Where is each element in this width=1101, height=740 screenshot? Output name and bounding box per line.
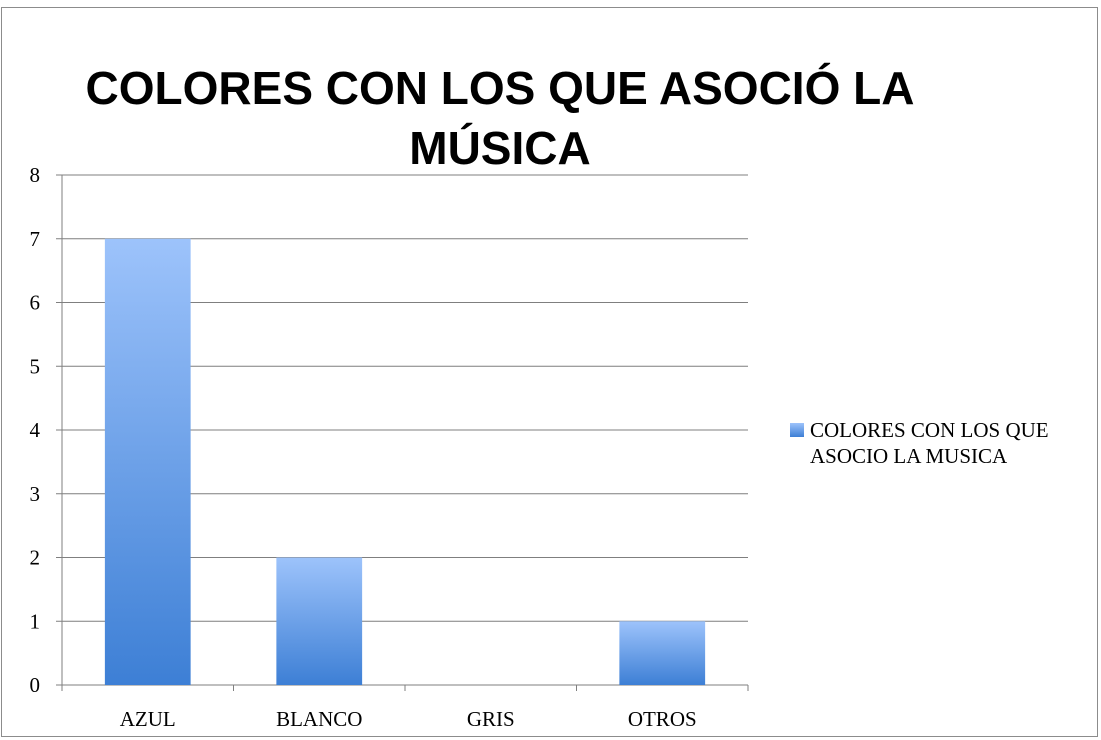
legend-swatch: [790, 423, 804, 437]
x-tick-label: GRIS: [467, 707, 515, 731]
y-tick-labels: 0 1 2 3 4 5 6 7 8: [30, 163, 41, 697]
y-tick-label: 8: [30, 163, 41, 187]
bar-otros: [619, 621, 706, 685]
x-tick-label: AZUL: [120, 707, 176, 731]
bar-azul: [104, 238, 191, 685]
legend: COLORES CON LOS QUE ASOCIO LA MUSICA: [790, 417, 1090, 469]
bar-blanco: [276, 557, 363, 685]
y-tick-label: 2: [30, 546, 41, 570]
bars: [104, 238, 706, 685]
chart-title: COLORES CON LOS QUE ASOCIÓ LA MÚSICA: [85, 62, 915, 174]
y-tick-label: 1: [30, 609, 41, 633]
x-tick-labels: AZUL BLANCO GRIS OTROS: [120, 707, 697, 731]
y-tick-label: 3: [30, 482, 41, 506]
y-tick-label: 6: [30, 291, 41, 315]
y-tick-label: 4: [30, 418, 41, 442]
y-tick-label: 5: [30, 354, 41, 378]
y-tick-label: 7: [30, 227, 41, 251]
legend-label: COLORES CON LOS QUE ASOCIO LA MUSICA: [810, 418, 1049, 468]
x-tick-label: BLANCO: [276, 707, 362, 731]
y-tick-label: 0: [30, 673, 41, 697]
x-tick-label: OTROS: [628, 707, 697, 731]
